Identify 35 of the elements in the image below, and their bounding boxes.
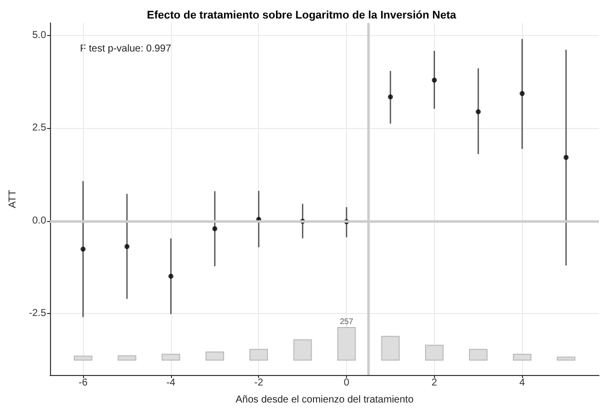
- y-tick-label: -2.5: [28, 308, 47, 320]
- bar: [74, 356, 92, 361]
- point: [564, 154, 569, 160]
- point: [520, 91, 525, 96]
- x-tick-label: -4: [166, 378, 176, 388]
- x-tick-label: -6: [78, 378, 88, 388]
- point: [388, 94, 393, 100]
- point: [80, 246, 86, 252]
- bar: [381, 336, 400, 361]
- bar: [293, 339, 312, 361]
- bar: [425, 344, 444, 361]
- annotation: 257: [340, 316, 354, 326]
- y-tick-label: 0.0: [32, 215, 47, 226]
- bar: [337, 326, 356, 361]
- bar: [162, 354, 180, 361]
- chart-title: Efecto de tratamiento sobre Logaritmo de la Inversión Neta: [146, 10, 458, 22]
- point: [476, 109, 481, 114]
- point: [168, 274, 174, 279]
- bar: [118, 355, 136, 361]
- point: [212, 226, 218, 232]
- x-tick-label: 4: [519, 378, 526, 388]
- bar: [512, 354, 532, 361]
- point: [124, 244, 130, 250]
- x-tick-label: 0: [344, 378, 350, 388]
- bar: [249, 348, 268, 361]
- y-tick-label: 2.5: [32, 122, 47, 134]
- bar: [556, 356, 576, 361]
- y-tick-label: 5.0: [32, 30, 47, 41]
- bar: [206, 351, 224, 361]
- x-tick-label: -2: [254, 378, 264, 388]
- y-axis-title: ATT: [8, 190, 18, 208]
- bar: [468, 348, 488, 361]
- x-axis-title: Años desde el comienzo del tratamiento: [236, 394, 414, 406]
- x-tick-label: 2: [432, 378, 438, 388]
- point: [432, 78, 437, 83]
